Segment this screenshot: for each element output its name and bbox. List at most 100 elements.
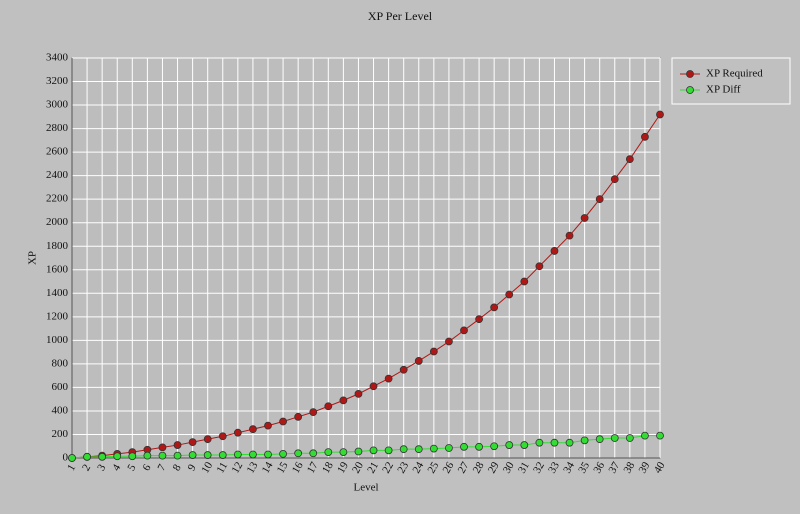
- data-point: [475, 315, 483, 324]
- data-point: [535, 438, 544, 447]
- data-point: [460, 442, 468, 451]
- data-point: [173, 451, 182, 460]
- data-point: [429, 347, 438, 356]
- plot-area: [71, 57, 661, 459]
- data-point: [249, 450, 257, 459]
- data-point: [641, 132, 649, 141]
- data-point: [294, 449, 303, 458]
- data-point: [625, 434, 634, 442]
- data-point: [233, 428, 242, 437]
- data-point: [324, 402, 333, 411]
- data-point: [173, 441, 182, 449]
- legend-box: [671, 57, 791, 105]
- y-tick-label: 1600: [46, 263, 69, 275]
- data-point: [354, 447, 363, 456]
- series-line: [71, 435, 660, 459]
- data-point: [490, 442, 499, 451]
- data-point: [68, 454, 76, 462]
- y-tick-label: 1200: [46, 310, 69, 322]
- data-point: [475, 442, 483, 451]
- y-tick-label: 3200: [46, 75, 69, 87]
- data-point: [98, 452, 107, 461]
- data-point: [399, 445, 408, 454]
- data-point: [294, 412, 303, 421]
- data-point: [610, 434, 619, 442]
- data-point: [550, 438, 559, 447]
- data-point: [595, 195, 604, 204]
- x-tick-label: 31: [516, 460, 532, 476]
- data-point: [203, 435, 212, 444]
- data-point: [218, 432, 227, 441]
- data-point: [580, 436, 589, 445]
- data-point: [550, 247, 559, 255]
- data-point: [625, 155, 634, 164]
- y-tick-label: 0: [63, 452, 69, 464]
- x-tick-label: 8: [171, 462, 184, 473]
- chart-title: XP Per Level: [368, 9, 433, 23]
- y-tick-label: 1400: [46, 287, 69, 299]
- data-point: [429, 444, 438, 453]
- x-tick-label: 4: [110, 462, 123, 473]
- data-point: [595, 435, 604, 444]
- y-axis-label: XP: [27, 251, 39, 265]
- data-point: [309, 449, 318, 458]
- data-point: [113, 452, 122, 461]
- data-point: [414, 445, 423, 454]
- data-point: [339, 396, 348, 405]
- x-tick-label: 2: [80, 462, 93, 473]
- data-point: [233, 450, 242, 459]
- x-tick-label: 9: [186, 462, 199, 473]
- x-tick-label: 7: [155, 462, 168, 473]
- data-point: [641, 431, 649, 440]
- data-point: [414, 357, 423, 365]
- y-tick-label: 2400: [46, 169, 69, 181]
- data-point: [505, 290, 514, 299]
- series-line: [71, 114, 661, 459]
- data-point: [143, 451, 152, 460]
- y-tick-label: 3400: [46, 52, 69, 64]
- x-axis-label: Level: [353, 482, 378, 494]
- data-point: [505, 441, 514, 449]
- data-point: [490, 303, 499, 312]
- data-point: [369, 446, 378, 455]
- data-point: [324, 448, 333, 457]
- y-tick-label: 400: [52, 404, 69, 416]
- data-point: [128, 452, 137, 461]
- y-tick-label: 1000: [46, 334, 69, 346]
- x-tick-label: 22: [380, 460, 396, 476]
- y-tick-label: 1800: [46, 240, 69, 252]
- y-tick-label: 2600: [46, 146, 69, 158]
- data-point: [520, 277, 529, 286]
- data-point: [188, 438, 197, 447]
- data-point: [279, 449, 287, 458]
- x-tick-label: 12: [229, 460, 245, 476]
- data-point: [158, 451, 167, 460]
- x-tick-label: 32: [531, 460, 547, 476]
- data-point: [188, 451, 197, 459]
- x-tick-label: 21: [365, 460, 381, 476]
- data-point: [354, 389, 363, 398]
- data-point: [279, 417, 287, 426]
- data-point: [460, 326, 468, 335]
- data-point: [520, 441, 529, 449]
- data-point: [264, 450, 272, 459]
- data-point: [565, 438, 574, 447]
- data-point: [384, 446, 393, 455]
- y-tick-label: 2800: [46, 122, 69, 134]
- data-point: [384, 374, 393, 383]
- legend-marker: [686, 70, 694, 78]
- data-point: [218, 451, 227, 459]
- data-point: [203, 451, 212, 459]
- x-tick-label: 1: [65, 462, 78, 473]
- data-point: [158, 443, 167, 452]
- data-point: [656, 110, 664, 119]
- data-point: [445, 444, 453, 452]
- data-point: [445, 337, 453, 346]
- y-tick-label: 200: [52, 428, 69, 440]
- data-point: [580, 214, 589, 222]
- x-tick-label: 11: [215, 460, 231, 475]
- data-point: [309, 408, 318, 417]
- legend-label: XP Required: [706, 68, 763, 80]
- y-tick-label: 600: [52, 381, 69, 393]
